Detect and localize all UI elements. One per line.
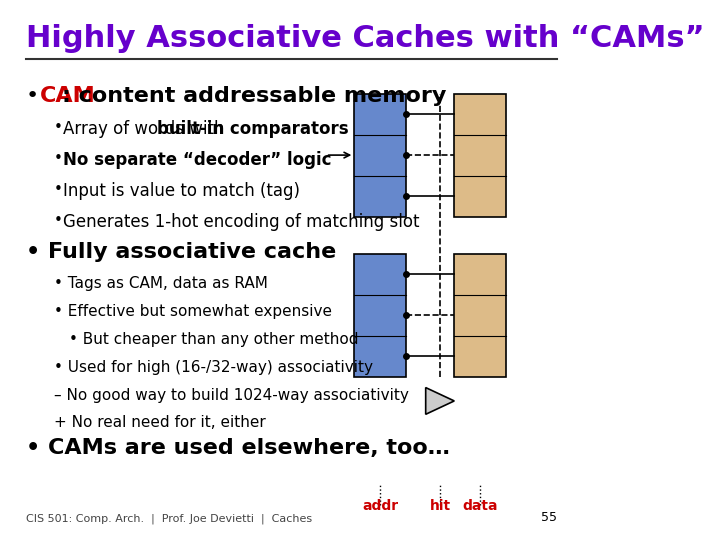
Text: Generates 1-hot encoding of matching slot: Generates 1-hot encoding of matching slo… [63, 213, 419, 231]
Text: No separate “decoder” logic: No separate “decoder” logic [63, 151, 331, 170]
Text: data: data [462, 499, 498, 513]
FancyBboxPatch shape [454, 254, 505, 377]
FancyBboxPatch shape [354, 93, 405, 217]
Text: Highly Associative Caches with “CAMs”: Highly Associative Caches with “CAMs” [26, 24, 704, 53]
Text: • Tags as CAM, data as RAM: • Tags as CAM, data as RAM [54, 276, 268, 292]
Text: hit: hit [429, 499, 451, 513]
Text: : content addressable memory: : content addressable memory [62, 86, 446, 106]
Text: built-in comparators: built-in comparators [157, 120, 348, 138]
Text: CIS 501: Comp. Arch.  |  Prof. Joe Devietti  |  Caches: CIS 501: Comp. Arch. | Prof. Joe Deviett… [26, 514, 312, 524]
Text: Input is value to match (tag): Input is value to match (tag) [63, 183, 300, 200]
Text: • Used for high (16-/32-way) associativity: • Used for high (16-/32-way) associativi… [54, 360, 373, 375]
Text: • But cheaper than any other method: • But cheaper than any other method [68, 332, 358, 347]
Text: •: • [54, 183, 63, 197]
Text: • Effective but somewhat expensive: • Effective but somewhat expensive [54, 304, 332, 319]
Text: addr: addr [362, 499, 398, 513]
Text: • CAMs are used elsewhere, too…: • CAMs are used elsewhere, too… [26, 438, 449, 458]
Polygon shape [426, 388, 454, 414]
Text: – No good way to build 1024-way associativity: – No good way to build 1024-way associat… [54, 388, 409, 403]
Text: CAM: CAM [40, 86, 96, 106]
FancyBboxPatch shape [454, 93, 505, 217]
Text: •: • [54, 120, 63, 136]
FancyBboxPatch shape [354, 254, 405, 377]
Text: 55: 55 [541, 511, 557, 524]
Text: •: • [54, 151, 63, 166]
Text: + No real need for it, either: + No real need for it, either [54, 415, 266, 430]
Text: Array of words with: Array of words with [63, 120, 230, 138]
Text: •: • [54, 213, 63, 228]
Text: •: • [26, 86, 46, 106]
Text: • Fully associative cache: • Fully associative cache [26, 242, 336, 262]
